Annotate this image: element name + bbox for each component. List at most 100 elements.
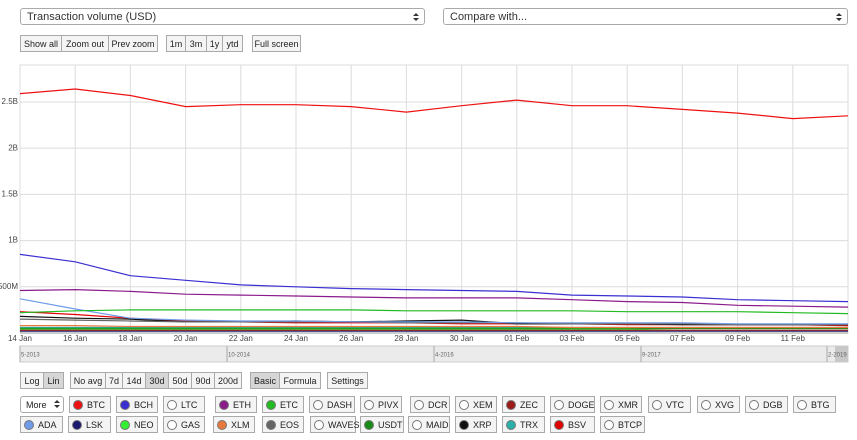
select-arrow xyxy=(54,400,60,408)
coin-label: PIVX xyxy=(378,399,399,410)
button[interactable]: Settings xyxy=(327,372,368,389)
coin-color xyxy=(414,399,424,410)
select[interactable]: Transaction volume (USD) xyxy=(20,8,425,25)
button[interactable]: 7d xyxy=(105,372,123,389)
navigator-label: 10-2014 xyxy=(228,353,251,359)
coin-label: DOGE xyxy=(568,399,595,410)
coin-color xyxy=(266,399,276,410)
button[interactable]: ytd xyxy=(222,35,243,52)
x-tick-label: 07 Feb xyxy=(670,334,695,343)
select[interactable]: More xyxy=(20,396,64,413)
series-line xyxy=(19,309,849,315)
coin-button[interactable]: GAS xyxy=(163,416,205,433)
coin-button[interactable]: DGB xyxy=(745,396,788,413)
coin-button[interactable]: MAID xyxy=(408,416,450,433)
coin-label: BTC xyxy=(87,399,105,410)
coin-label: TRX xyxy=(520,419,538,430)
navigator-label: 5-2013 xyxy=(21,353,40,359)
button[interactable]: Prev zoom xyxy=(108,35,158,52)
coin-button[interactable]: DCR xyxy=(410,396,450,413)
coin-button[interactable]: EOS xyxy=(262,416,304,433)
coin-button[interactable]: WAVES xyxy=(310,416,360,433)
coin-button[interactable]: BTC xyxy=(69,396,111,413)
coin-label: VTC xyxy=(666,399,684,410)
coin-color xyxy=(652,399,662,410)
coin-button[interactable]: TRX xyxy=(502,416,545,433)
coin-button[interactable]: LSK xyxy=(68,416,111,433)
button[interactable]: 14d xyxy=(122,372,146,389)
coin-color xyxy=(167,399,177,410)
button[interactable]: Log xyxy=(20,372,44,389)
button[interactable]: 30d xyxy=(145,372,169,389)
coin-button[interactable]: BCH xyxy=(116,396,158,413)
button[interactable]: Basic xyxy=(250,372,280,389)
button[interactable]: 1y xyxy=(206,35,223,52)
coin-button[interactable]: LTC xyxy=(163,396,205,413)
coin-button[interactable]: ETH xyxy=(215,396,257,413)
button[interactable]: 1m xyxy=(166,35,186,52)
coin-label: BTG xyxy=(811,399,830,410)
x-tick-label: 03 Feb xyxy=(560,334,585,343)
button[interactable]: 3m xyxy=(185,35,207,52)
coin-button[interactable]: PIVX xyxy=(360,396,402,413)
y-tick-label: 1B xyxy=(8,236,18,245)
y-tick-label: 2B xyxy=(8,143,18,152)
coin-button[interactable]: DASH xyxy=(309,396,355,413)
coin-button[interactable]: NEO xyxy=(116,416,158,433)
coin-label: GAS xyxy=(181,419,201,430)
coin-button[interactable]: ADA xyxy=(20,416,63,433)
coin-color xyxy=(72,419,82,430)
coin-color xyxy=(554,419,564,430)
coin-label: WAVES xyxy=(328,419,360,430)
coin-label: ETC xyxy=(280,399,298,410)
coin-color xyxy=(219,399,229,410)
series-line xyxy=(19,88,849,120)
coin-label: XVG xyxy=(715,399,735,410)
x-tick-label: 14 Jan xyxy=(8,334,32,343)
coin-button[interactable]: XRP xyxy=(455,416,497,433)
coin-button[interactable]: XVG xyxy=(697,396,740,413)
button[interactable]: Lin xyxy=(43,372,64,389)
coin-button[interactable]: BTG xyxy=(793,396,836,413)
coin-color xyxy=(167,419,177,430)
button[interactable]: Zoom out xyxy=(61,35,109,52)
coin-button[interactable]: ZEC xyxy=(502,396,545,413)
series-line xyxy=(19,298,848,325)
button[interactable]: 90d xyxy=(191,372,215,389)
coin-button[interactable]: XMR xyxy=(600,396,642,413)
coin-label: BTCP xyxy=(618,419,643,430)
coin-button[interactable]: XEM xyxy=(455,396,497,413)
coin-color xyxy=(459,419,469,430)
x-tick-label: 30 Jan xyxy=(450,334,474,343)
coin-button[interactable]: ETC xyxy=(262,396,304,413)
button[interactable]: 200d xyxy=(214,372,242,389)
coin-color xyxy=(364,399,374,410)
coin-button[interactable]: DOGE xyxy=(550,396,595,413)
coin-button[interactable]: USDT xyxy=(360,416,404,433)
coin-label: BSV xyxy=(568,419,587,430)
x-tick-label: 26 Jan xyxy=(339,334,363,343)
coin-color xyxy=(266,419,276,430)
coin-button[interactable]: XLM xyxy=(213,416,255,433)
button[interactable]: No avg xyxy=(70,372,106,389)
coin-button[interactable]: BSV xyxy=(550,416,595,433)
coin-label: NEO xyxy=(134,419,154,430)
button[interactable]: Show all xyxy=(20,35,62,52)
x-tick-label: 05 Feb xyxy=(615,334,640,343)
x-tick-label: 16 Jan xyxy=(63,334,87,343)
x-tick-label: 09 Feb xyxy=(725,334,750,343)
coin-color xyxy=(459,399,469,410)
button[interactable]: Full screen xyxy=(252,35,301,52)
coin-color xyxy=(412,419,422,430)
coin-label: LSK xyxy=(86,419,104,430)
coin-button[interactable]: BTCP xyxy=(600,416,645,433)
coin-label: DGB xyxy=(763,399,783,410)
x-tick-label: 28 Jan xyxy=(394,334,418,343)
button[interactable]: Formula xyxy=(279,372,321,389)
coin-color xyxy=(73,399,83,410)
coin-button[interactable]: VTC xyxy=(648,396,691,413)
coin-label: LTC xyxy=(181,399,198,410)
button[interactable]: 50d xyxy=(168,372,192,389)
select[interactable]: Compare with... xyxy=(443,8,848,25)
coin-color xyxy=(506,399,516,410)
